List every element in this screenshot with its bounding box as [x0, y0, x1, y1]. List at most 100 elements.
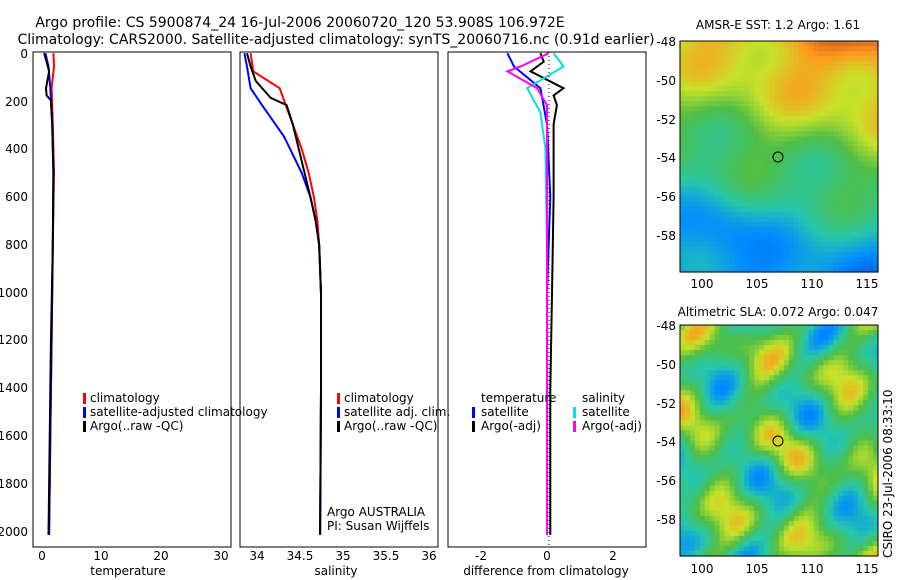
heatmap-cell	[863, 116, 869, 122]
heatmap-cell	[858, 141, 864, 148]
heatmap-cell	[699, 181, 706, 188]
heatmap-cell	[798, 261, 805, 268]
lon-tick-label: 115	[856, 562, 879, 576]
heatmap-cell	[739, 405, 745, 411]
heatmap-cell	[689, 375, 696, 381]
heatmap-cell	[694, 375, 701, 381]
heatmap-cell	[694, 355, 701, 361]
heatmap-cell	[724, 191, 731, 198]
heatmap-cell	[848, 330, 854, 336]
heatmap-cell	[729, 171, 736, 178]
heatmap-cell	[704, 261, 711, 268]
heatmap-cell	[808, 231, 815, 238]
heatmap-cell	[774, 186, 780, 193]
heatmap-cell	[803, 405, 810, 411]
heatmap-cell	[754, 241, 760, 248]
heatmap-cell	[724, 96, 731, 102]
heatmap-cell	[858, 56, 864, 62]
heatmap-cell	[699, 415, 706, 422]
heatmap-cell	[769, 161, 775, 168]
heatmap-cell	[858, 206, 864, 213]
difference-axis-label: difference from climatology	[463, 564, 629, 578]
heatmap-cell	[719, 121, 726, 127]
heatmap-cell	[694, 540, 701, 547]
heatmap-cell	[749, 375, 755, 381]
heatmap-cell	[769, 196, 775, 203]
heatmap-cell	[858, 525, 864, 532]
heatmap-cell	[803, 101, 810, 107]
heatmap-cell	[833, 330, 839, 336]
heatmap-cell	[788, 440, 795, 447]
heatmap-cell	[684, 191, 691, 198]
heatmap-cell	[734, 221, 740, 228]
heatmap-cell	[754, 480, 760, 487]
heatmap-cell	[689, 116, 696, 122]
heatmap-cell	[848, 495, 854, 502]
heatmap-cell	[694, 500, 701, 507]
heatmap-cell	[719, 510, 726, 517]
heatmap-cell	[868, 91, 874, 97]
heatmap-cell	[868, 345, 874, 351]
heatmap-cell	[818, 141, 825, 148]
heatmap-cell	[803, 141, 810, 148]
heatmap-cell	[759, 430, 765, 437]
heatmap-cell	[843, 415, 849, 422]
heatmap-cell	[764, 330, 770, 336]
heatmap-cell	[764, 400, 770, 406]
heatmap-cell	[729, 375, 736, 381]
heatmap-cell	[873, 71, 879, 77]
heatmap-cell	[704, 485, 711, 492]
heatmap-cell	[873, 101, 879, 107]
heatmap-cell	[739, 161, 745, 168]
heatmap-cell	[709, 360, 716, 366]
heatmap-cell	[813, 41, 820, 47]
heatmap-cell	[823, 325, 830, 331]
heatmap-cell	[774, 435, 780, 442]
heatmap-cell	[868, 385, 874, 391]
heatmap-cell	[729, 525, 736, 532]
heatmap-cell	[754, 450, 760, 457]
heatmap-cell	[739, 445, 745, 452]
heatmap-cell	[798, 420, 805, 427]
heatmap-cell	[868, 111, 874, 117]
heatmap-cell	[684, 251, 691, 258]
heatmap-cell	[853, 415, 859, 422]
heatmap-cell	[798, 186, 805, 193]
heatmap-cell	[868, 510, 874, 517]
heatmap-cell	[803, 206, 810, 213]
heatmap-cell	[719, 505, 726, 512]
heatmap-cell	[699, 126, 706, 132]
heatmap-cell	[689, 510, 696, 517]
heatmap-cell	[680, 56, 686, 62]
heatmap-cell	[724, 126, 731, 132]
heatmap-cell	[873, 106, 879, 112]
heatmap-cell	[833, 325, 839, 331]
heatmap-cell	[818, 251, 825, 258]
heatmap-cell	[689, 420, 696, 427]
depth-tick-label: 1800	[0, 477, 28, 491]
heatmap-cell	[769, 510, 775, 517]
heatmap-cell	[823, 86, 830, 92]
heatmap-cell	[719, 350, 726, 356]
heatmap-cell	[788, 266, 795, 273]
heatmap-cell	[689, 505, 696, 512]
heatmap-cell	[833, 116, 839, 122]
heatmap-cell	[823, 550, 830, 557]
heatmap-cell	[873, 226, 879, 233]
heatmap-cell	[714, 211, 721, 218]
heatmap-cell	[734, 400, 740, 406]
heatmap-cell	[793, 231, 800, 238]
heatmap-cell	[873, 480, 879, 487]
heatmap-cell	[803, 121, 810, 127]
heatmap-cell	[853, 470, 859, 477]
heatmap-cell	[739, 495, 745, 502]
heatmap-cell	[719, 370, 726, 376]
heatmap-cell	[813, 246, 820, 253]
heatmap-cell	[680, 420, 686, 427]
heatmap-cell	[754, 266, 760, 273]
heatmap-cell	[739, 350, 745, 356]
heatmap-cell	[863, 201, 869, 208]
heatmap-cell	[754, 186, 760, 193]
heatmap-cell	[769, 530, 775, 537]
heatmap-cell	[838, 485, 844, 492]
